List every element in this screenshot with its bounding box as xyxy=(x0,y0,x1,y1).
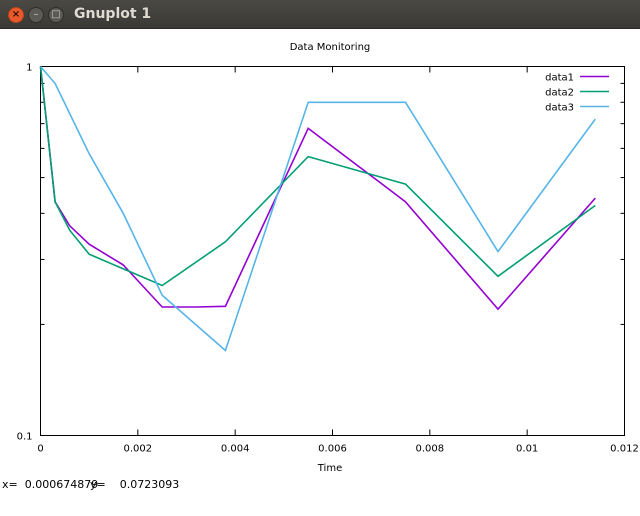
cursor-x-readout: x= 0.000674879 xyxy=(2,478,99,491)
legend-label: data3 xyxy=(545,103,574,114)
status-bar: x= 0.000674879 y= 0.0723093 xyxy=(0,477,640,491)
x-tick-label: 0.012 xyxy=(610,444,639,455)
y-tick-label: 0.1 xyxy=(17,432,33,443)
x-axis-label: Time xyxy=(317,463,342,474)
line-chart: Data Monitoring 0 0.002 0.004 0.006 0.008 0.0… xyxy=(17,42,639,474)
x-tick-label: 0.006 xyxy=(318,444,347,455)
x-tick-label: 0 xyxy=(37,444,43,455)
series-line-data2 xyxy=(39,66,596,287)
plot-canvas[interactable]: Data Monitoring 0 0.002 0.004 0.006 0.008 0.0… xyxy=(0,29,640,477)
axis-ticks: 0 0.002 0.004 0.006 0.008 0.01 0.012 0.1 1 xyxy=(17,63,639,455)
x-tick-label: 0.004 xyxy=(221,444,250,455)
close-icon[interactable]: × xyxy=(8,7,24,23)
series-lines xyxy=(39,65,596,352)
window-titlebar: × – □ Gnuplot 1 xyxy=(0,0,640,29)
legend-label: data1 xyxy=(545,73,574,84)
window-title: Gnuplot 1 xyxy=(74,6,152,22)
legend-label: data2 xyxy=(545,88,574,99)
x-tick-label: 0.01 xyxy=(516,444,538,455)
series-line-data3 xyxy=(39,65,596,352)
legend: data1 data2 data3 xyxy=(545,73,609,114)
x-tick-label: 0.008 xyxy=(416,444,445,455)
series-line-data1 xyxy=(39,66,596,311)
maximize-icon[interactable]: □ xyxy=(48,7,64,23)
y-tick-label: 1 xyxy=(26,63,32,74)
cursor-y-readout: y= 0.0723093 xyxy=(90,478,180,491)
x-tick-label: 0.002 xyxy=(124,444,153,455)
minimize-icon[interactable]: – xyxy=(28,7,44,23)
plot-border xyxy=(40,66,625,436)
chart-title: Data Monitoring xyxy=(290,42,371,53)
